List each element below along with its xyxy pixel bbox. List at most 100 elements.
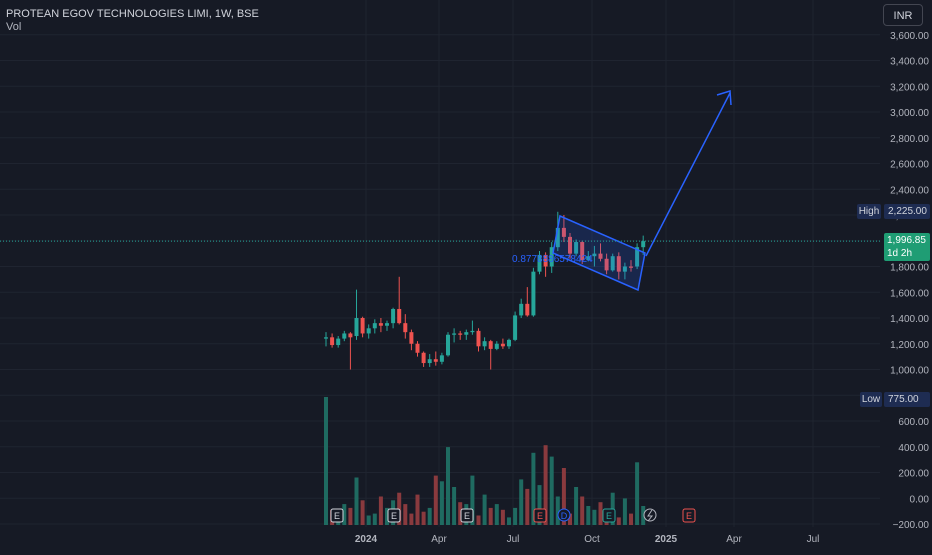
time-tick-label: 2025 bbox=[655, 534, 678, 545]
event-marker-label: E bbox=[464, 511, 470, 521]
candle-body bbox=[330, 337, 335, 346]
event-marker-label: E bbox=[391, 511, 397, 521]
lightning-icon-glyph bbox=[647, 509, 654, 522]
volume-bar bbox=[458, 502, 463, 525]
candle-body bbox=[500, 343, 505, 347]
candle-body bbox=[470, 330, 475, 333]
time-tick-label: Jul bbox=[507, 534, 520, 545]
volume-bar bbox=[360, 500, 365, 525]
candle-body bbox=[580, 242, 585, 261]
price-tick-label: 2,600.00 bbox=[890, 160, 929, 171]
high-value-badge: 2,225.00 bbox=[884, 204, 930, 219]
event-marker-label: E bbox=[334, 511, 340, 521]
volume-bar bbox=[385, 507, 389, 525]
candle-body bbox=[458, 333, 463, 335]
low-label: Low bbox=[860, 392, 882, 407]
earnings-marker bbox=[330, 508, 344, 523]
candle-body bbox=[372, 323, 377, 329]
candle-body bbox=[409, 332, 414, 344]
price-tick-label: 2,800.00 bbox=[890, 134, 929, 145]
breakout-arrow-head bbox=[716, 90, 732, 106]
candle-body bbox=[397, 308, 402, 324]
candle-body bbox=[598, 253, 603, 259]
time-tick-label: Apr bbox=[726, 534, 742, 545]
candle-body bbox=[421, 352, 426, 364]
candle-body bbox=[385, 323, 389, 326]
channel-rectangle[interactable] bbox=[552, 214, 646, 292]
time-tick-label: Apr bbox=[431, 534, 447, 545]
last-price-value: 1,996.85 bbox=[887, 235, 926, 246]
volume-bar bbox=[427, 507, 432, 525]
volume-bar bbox=[635, 462, 640, 525]
volume-bar bbox=[452, 487, 457, 525]
symbol-title[interactable]: PROTEAN EGOV TECHNOLOGIES LIMI, 1W, BSE bbox=[6, 8, 259, 20]
candle-body bbox=[403, 323, 408, 333]
volume-bar bbox=[568, 513, 572, 525]
candle-body bbox=[464, 332, 469, 335]
candle-body bbox=[360, 318, 365, 334]
volume-bar bbox=[543, 445, 548, 525]
candle-body bbox=[568, 236, 572, 254]
volume-bar bbox=[494, 504, 499, 525]
candle-body bbox=[549, 247, 554, 267]
candle-body bbox=[476, 330, 481, 347]
volume-bar bbox=[555, 496, 560, 525]
candle-body bbox=[531, 271, 536, 316]
candle-body bbox=[342, 333, 347, 339]
volume-bar bbox=[476, 515, 481, 525]
volume-bar bbox=[439, 481, 444, 525]
volume-bar bbox=[616, 517, 621, 525]
candle-body bbox=[592, 253, 597, 257]
volume-bar bbox=[598, 502, 603, 525]
candle-body bbox=[629, 266, 633, 268]
bar-countdown: 1d 2h bbox=[887, 248, 913, 259]
price-tick-label: 1,400.00 bbox=[890, 314, 929, 325]
candle-body bbox=[336, 338, 341, 346]
time-scale[interactable]: 2024 Apr Jul Oct 2025 Apr Jul bbox=[355, 534, 820, 545]
currency-button[interactable]: INR bbox=[883, 4, 923, 26]
price-tick-label: 600.00 bbox=[898, 417, 929, 428]
candle-body bbox=[635, 247, 640, 267]
candle-body bbox=[561, 227, 566, 237]
candle-body bbox=[610, 256, 615, 271]
candle-body bbox=[427, 359, 432, 364]
volume-bar bbox=[433, 475, 438, 525]
candle-body bbox=[452, 333, 457, 335]
volume-bars bbox=[324, 397, 646, 525]
candle-body bbox=[537, 254, 542, 272]
earnings-marker bbox=[533, 508, 547, 523]
candle-body bbox=[604, 258, 609, 271]
drawings[interactable]: 0.8778886578424 bbox=[512, 90, 732, 292]
last-price-badge: 1,996.85 1d 2h bbox=[884, 233, 930, 261]
volume-bar bbox=[561, 468, 566, 525]
volume-bar bbox=[348, 507, 353, 525]
time-tick-label: 2024 bbox=[355, 534, 378, 545]
candle-body bbox=[433, 359, 438, 362]
volume-indicator-label[interactable]: Vol bbox=[6, 21, 22, 33]
annotation-label[interactable]: 0.8778886578424 bbox=[512, 254, 593, 265]
earnings-marker bbox=[682, 508, 696, 523]
volume-bar bbox=[415, 494, 420, 525]
volume-bar bbox=[378, 496, 383, 525]
price-tick-label: 1,600.00 bbox=[890, 288, 929, 299]
price-tick-label: 2,400.00 bbox=[890, 185, 929, 196]
candle-body bbox=[574, 242, 579, 254]
breakout-arrow-line[interactable] bbox=[645, 92, 731, 257]
high-label: High bbox=[857, 204, 881, 219]
volume-bar bbox=[629, 513, 633, 525]
volume-bar bbox=[366, 515, 371, 525]
lightning-icon bbox=[643, 508, 657, 522]
price-scale[interactable]: 3,600.00 3,400.00 3,200.00 3,000.00 2,800.00… bbox=[890, 31, 929, 531]
price-tick-label: 3,000.00 bbox=[890, 108, 929, 119]
candle-body bbox=[446, 334, 450, 356]
volume-bar bbox=[500, 509, 505, 525]
candle-body bbox=[415, 343, 420, 353]
volume-bar bbox=[342, 504, 347, 525]
price-tick-label: 1,000.00 bbox=[890, 366, 929, 377]
price-tick-label: 0.00 bbox=[910, 494, 930, 505]
volume-bar bbox=[403, 504, 408, 525]
volume-bar bbox=[525, 488, 530, 525]
